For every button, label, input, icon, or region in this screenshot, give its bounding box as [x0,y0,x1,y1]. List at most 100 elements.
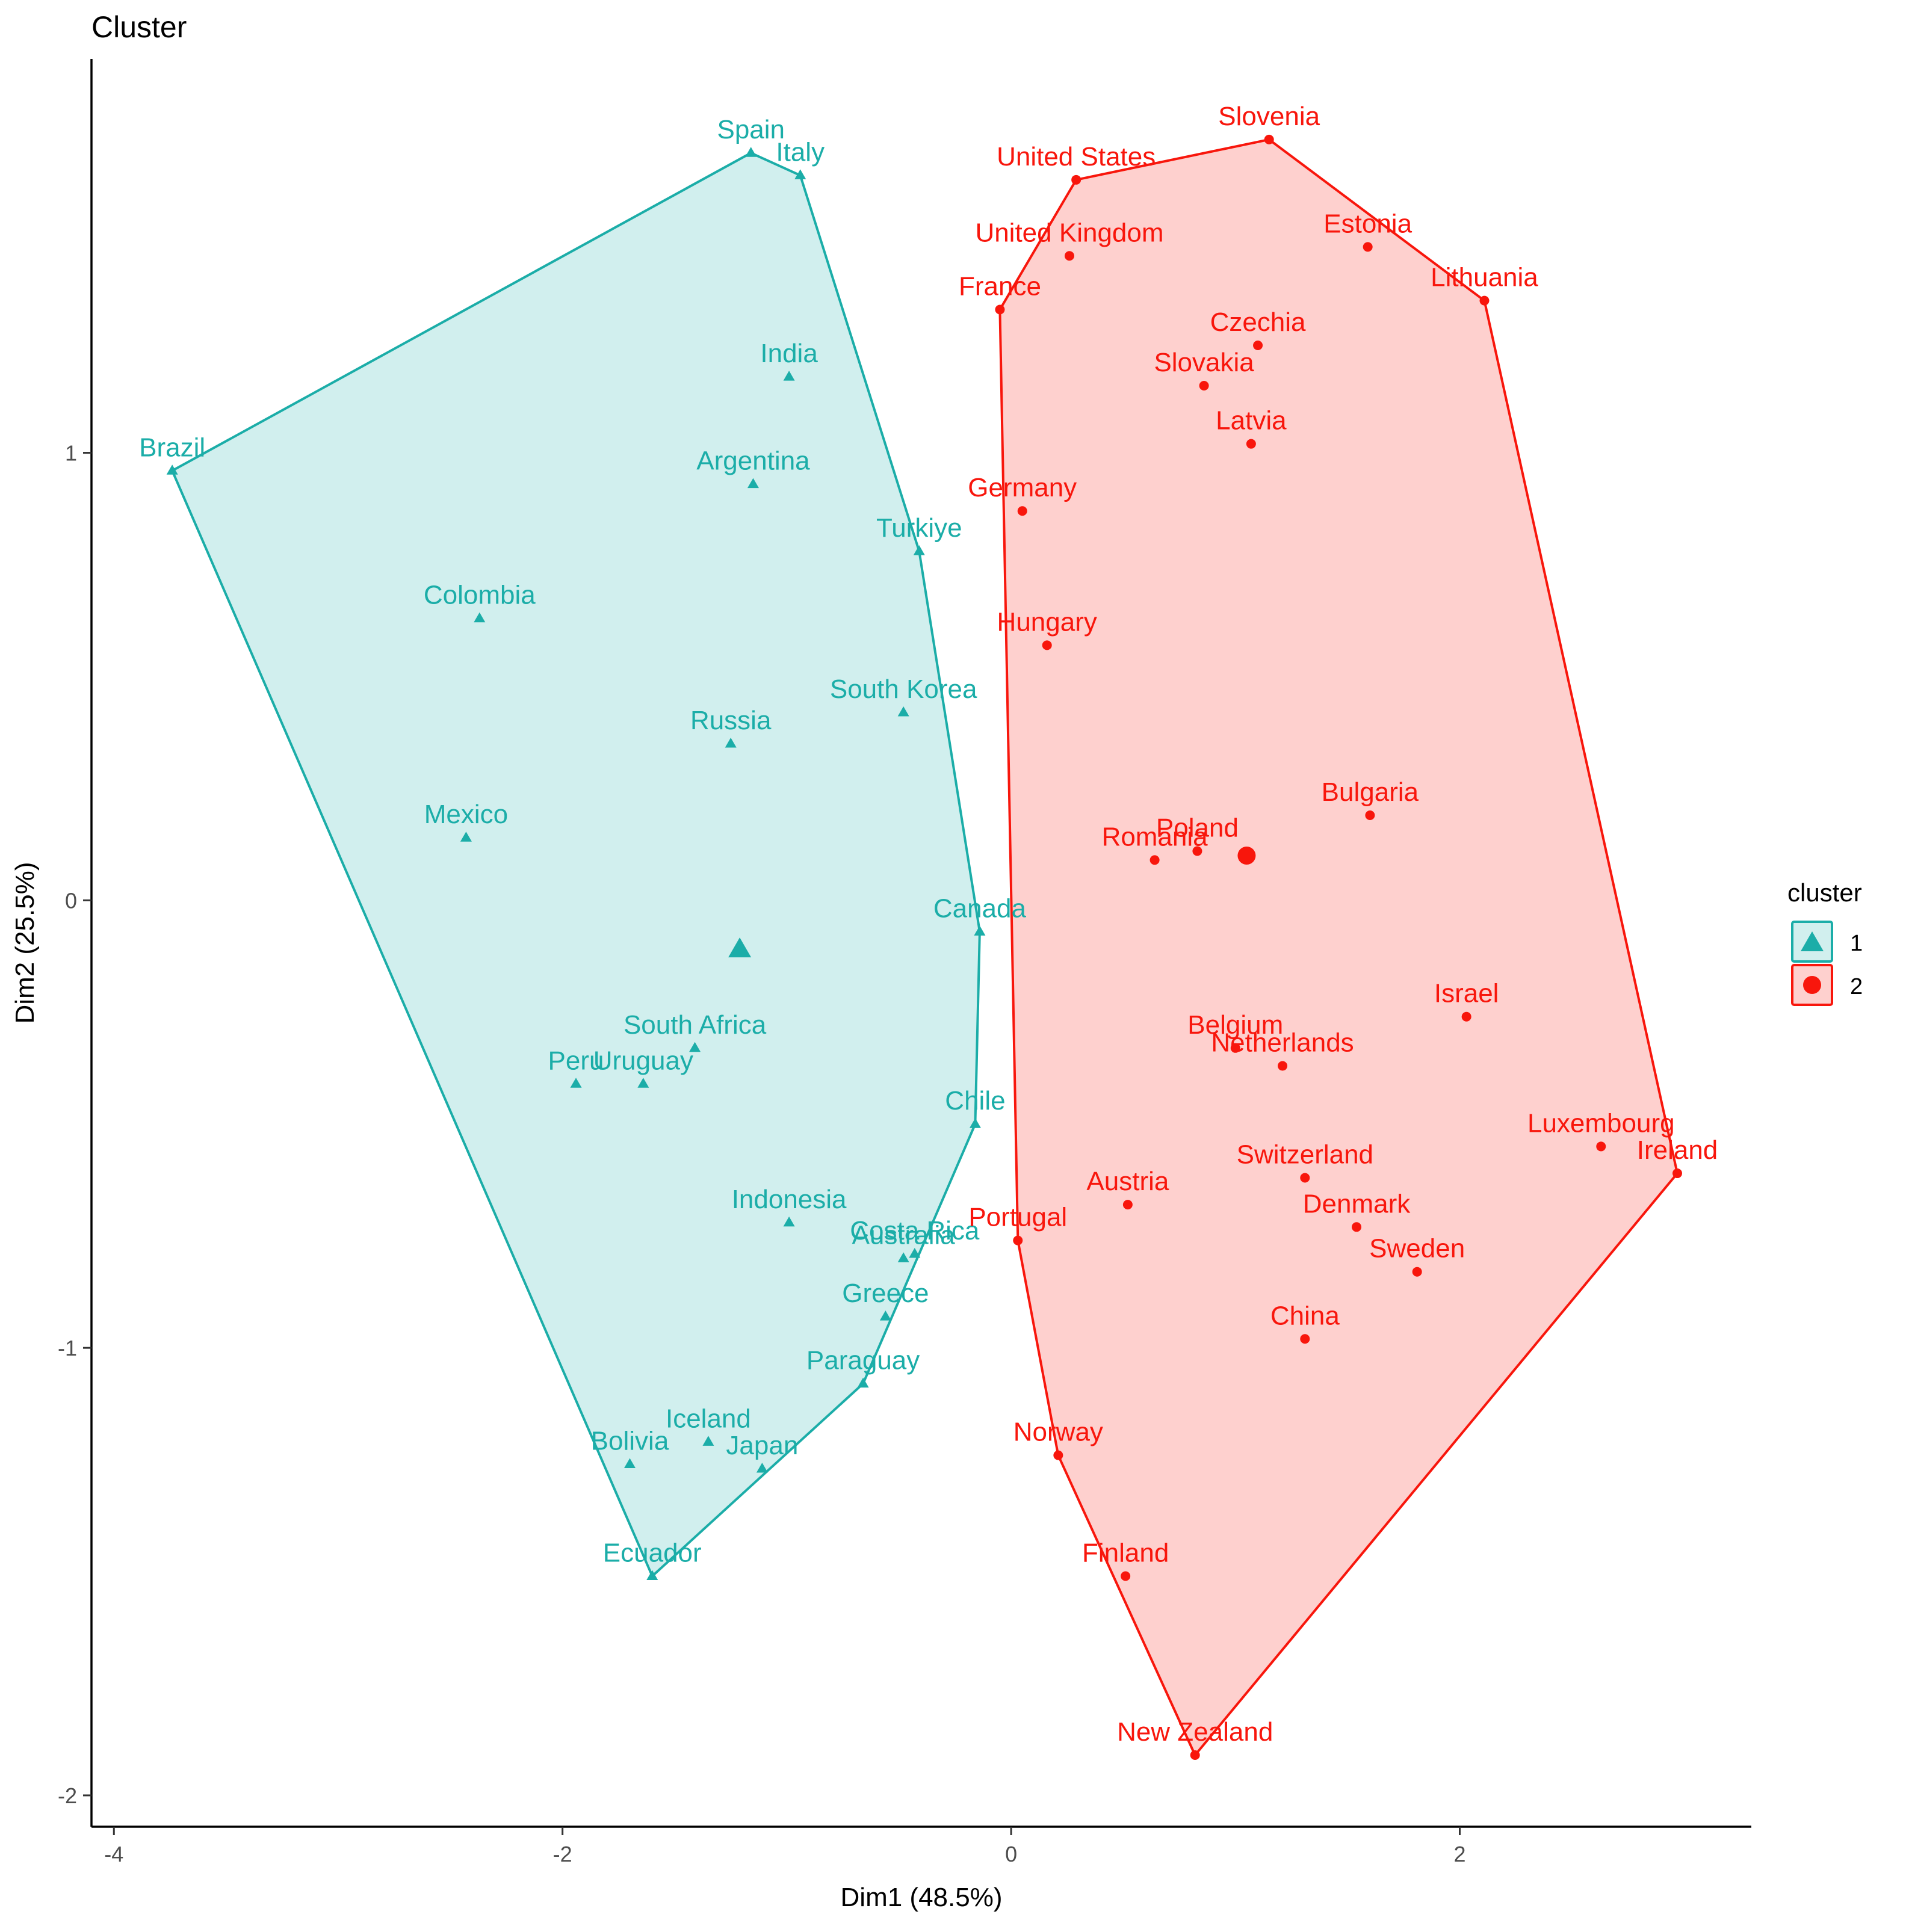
point-lithuania [1479,295,1490,306]
point-indonesia [783,1216,795,1227]
label-finland: Finland [1082,1538,1169,1567]
point-slovenia [1264,134,1274,144]
label-latvia: Latvia [1216,406,1287,436]
point-costa-rica [909,1247,921,1258]
point-poland [1192,846,1202,856]
point-india [783,371,795,381]
point-belgium [1230,1043,1240,1053]
label-uruguay: Uruguay [593,1046,693,1075]
point-portugal [1013,1235,1023,1245]
point-mexico [460,832,472,842]
point-united-kingdom [1064,251,1074,261]
x-tick-label-3: 2 [1453,1842,1465,1866]
label-norway: Norway [1013,1418,1103,1447]
label-denmark: Denmark [1303,1189,1411,1218]
label-romania: Romania [1102,822,1208,851]
point-uruguay [637,1078,649,1088]
label-bulgaria: Bulgaria [1322,777,1419,807]
point-finland [1121,1571,1131,1581]
label-south-africa: South Africa [623,1010,767,1040]
label-slovenia: Slovenia [1218,102,1320,131]
label-italy: Italy [776,137,825,167]
label-argentina: Argentina [696,446,810,476]
point-south-korea [897,706,909,717]
legend-label-1: 1 [1850,931,1863,956]
point-israel [1461,1011,1471,1022]
point-japan [756,1462,768,1473]
point-bulgaria [1365,810,1375,821]
y-axis-ticks: -2 -1 0 1 [58,441,91,1808]
point-australia [897,1252,909,1262]
point-russia [725,738,737,748]
point-paraguay [857,1377,869,1388]
label-hungary: Hungary [997,607,1097,637]
point-turkiye [913,545,925,555]
legend-symbol-2 [1803,976,1821,994]
label-portugal: Portugal [968,1203,1067,1232]
label-germany: Germany [968,473,1077,502]
x-tick-label-0: -4 [104,1842,123,1866]
label-turkiye: Turkiye [876,513,962,543]
y-tick-label-2: 0 [65,888,77,913]
x-tick-label-1: -2 [553,1842,572,1866]
label-new-zealand: New Zealand [1117,1717,1273,1747]
label-greece: Greece [842,1279,929,1308]
label-israel: Israel [1434,979,1499,1008]
label-china: China [1270,1301,1340,1330]
point-south-africa [689,1042,701,1052]
y-tick-label-3: 1 [65,441,77,466]
point-ireland [1672,1168,1683,1179]
label-iceland: Iceland [666,1404,751,1433]
label-france: France [959,272,1041,301]
point-united-states [1071,174,1081,185]
y-axis-label: Dim2 (25.5%) [10,862,40,1024]
label-russia: Russia [690,706,772,735]
point-brazil [166,464,178,475]
label-austria: Austria [1086,1167,1169,1196]
label-estonia: Estonia [1323,209,1412,238]
x-axis-ticks: -4 -2 0 2 [104,1827,1466,1866]
cluster-1-centroid [728,937,752,958]
point-romania [1149,855,1160,865]
label-united-kingdom: United Kingdom [975,218,1163,247]
label-united-states: United States [997,142,1156,171]
label-mexico: Mexico [424,800,508,829]
label-peru: Peru [548,1046,604,1075]
point-norway [1053,1450,1063,1460]
label-japan: Japan [726,1431,798,1460]
point-bolivia [623,1458,636,1469]
label-brazil: Brazil [139,433,205,462]
chart-title: Cluster [91,10,187,44]
label-slovakia: Slovakia [1154,348,1254,377]
legend: cluster 1 2 [1787,878,1863,1006]
label-netherlands: Netherlands [1211,1028,1354,1058]
x-tick-label-2: 0 [1005,1842,1017,1866]
point-china [1300,1334,1310,1344]
legend-title: cluster [1787,878,1862,907]
point-slovakia [1199,380,1209,390]
point-luxembourg [1596,1141,1606,1152]
label-india: India [760,339,818,368]
label-sweden: Sweden [1369,1234,1465,1264]
label-czechia: Czechia [1210,307,1306,337]
point-latvia [1246,439,1256,449]
cluster-hulls [171,138,1679,1756]
label-poland: Poland [1156,813,1239,843]
label-canada: Canada [933,893,1027,923]
point-ecuador [646,1570,658,1580]
data-points [166,134,1683,1760]
point-colombia [474,612,486,623]
label-australia: Australia [852,1220,956,1250]
label-ecuador: Ecuador [603,1538,702,1567]
point-canada [974,925,986,936]
point-hungary [1042,640,1052,650]
cluster-2-centroid [1237,846,1256,865]
legend-symbol-1 [1801,931,1824,951]
label-lithuania: Lithuania [1431,263,1538,292]
point-germany [1017,506,1027,516]
point-sweden [1412,1267,1422,1277]
point-czechia [1253,341,1263,351]
label-paraguay: Paraguay [806,1346,920,1375]
